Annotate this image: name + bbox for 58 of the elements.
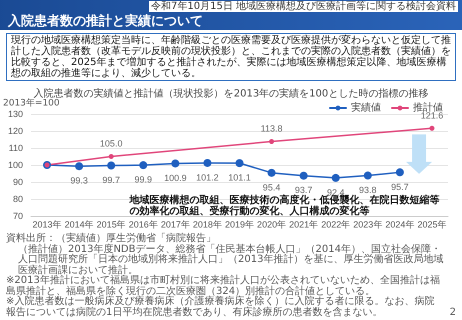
legend-label: 実績値 xyxy=(351,102,381,114)
text: ※2013年推計において福島県は市町村別に将来推計人口が公表されていないため、全国推計は福島県推計と、福島県を除く現行の二次医療圏（324）別推計の合計値としている。 xyxy=(6,275,441,296)
data-label: 95.4 xyxy=(262,182,280,192)
x-tick-label: 2020年 xyxy=(257,220,286,230)
point xyxy=(139,161,148,170)
y-tick-label: 90 xyxy=(12,177,23,187)
x-tick-label: 2021年 xyxy=(289,220,318,230)
y-axis-title: 2013年=100 xyxy=(3,98,60,108)
chart-title: 入院患者数の推計と実績について xyxy=(8,14,203,29)
point xyxy=(269,139,274,144)
point xyxy=(364,172,372,180)
text: （推計値）2013年度NDBデータ、総務省「住民基本台帳人口」（2014年）、国立社会保障・人口問題研究所「日本の地域別将来推計人口」（2013年推計）を基に、厚生労働省医政局地域医療計画課において推計。 xyxy=(17,244,444,276)
y-tick-label: 80 xyxy=(12,194,23,204)
y-tick-label: 130 xyxy=(8,109,23,119)
point xyxy=(332,174,340,182)
x-tick-label: 2019年 xyxy=(224,220,254,230)
text: 2 xyxy=(450,306,456,318)
x-tick-label: 2023年 xyxy=(353,220,382,230)
x-tick-label: 2015年 xyxy=(96,220,126,230)
y-tick-label: 100 xyxy=(8,160,23,170)
data-label: 93.7 xyxy=(294,185,312,196)
y-tick-label: 120 xyxy=(8,126,23,136)
x-tick-label: 2024年 xyxy=(385,220,414,230)
text: 資料出所：（実績値）厚生労働省「病院報告」 xyxy=(6,233,217,244)
x-tick-label: 2018年 xyxy=(192,220,222,230)
data-label: 105.0 xyxy=(100,138,122,148)
text: ※入院患者数は一般病床及び療養病床（介護療養病床を除く）に入院する者に限る。なお、病院報告については病院の1日平均在院患者数であり、有床診療所の患者数を含まない。 xyxy=(6,296,436,318)
data-label: 101.1 xyxy=(228,172,251,183)
point xyxy=(203,158,212,167)
point xyxy=(107,162,116,170)
point xyxy=(268,168,276,177)
x-tick-label: 2022年 xyxy=(321,220,350,230)
point xyxy=(236,159,244,168)
x-tick-label: 2025年 xyxy=(417,220,446,230)
y-tick-label: 70 xyxy=(12,211,23,221)
point xyxy=(429,126,434,131)
point xyxy=(396,168,404,176)
x-tick-label: 2017年 xyxy=(160,220,190,230)
data-label: 93.8 xyxy=(359,185,377,196)
point xyxy=(171,159,180,168)
text: 令和7年10月15日 地域医療構想及び医療計画等に関する検討会資料 xyxy=(149,1,458,12)
point xyxy=(300,172,308,180)
x-tick-label: 2016年 xyxy=(128,220,158,230)
x-tick-label: 2014年 xyxy=(64,220,94,230)
legend-label: 推計値 xyxy=(413,102,443,114)
data-label: 101.2 xyxy=(196,172,219,182)
data-label: 99.9 xyxy=(134,174,152,185)
point xyxy=(108,154,114,159)
text: 現行の地域医療構想策定当時に、年齢階級ごとの医療需要及び医療提供が変わらないと仮定して推計した入院患者数（改革モデル反映前の現状投影）と、これまでの実際の入院患者数（実績値）を比較すると、2025年まで増加すると推計されたが、実際には地域医療構想策定以降、地域医療構想の取組の推進等により、減少している。 xyxy=(6,33,456,81)
data-label: 95.7 xyxy=(391,182,409,192)
x-tick-label: 2013年 xyxy=(32,220,62,230)
data-label: 113.8 xyxy=(260,124,283,134)
chart-subtitle: 入院患者数の実績値と推計値（現状投影）を2013年の実績を100とした時の指標の推移 xyxy=(34,88,428,100)
point xyxy=(75,162,84,170)
data-label: 100.9 xyxy=(164,172,187,183)
y-tick-label: 110 xyxy=(8,143,23,153)
data-label: 99.3 xyxy=(70,176,88,186)
data-label: 99.7 xyxy=(102,175,120,186)
